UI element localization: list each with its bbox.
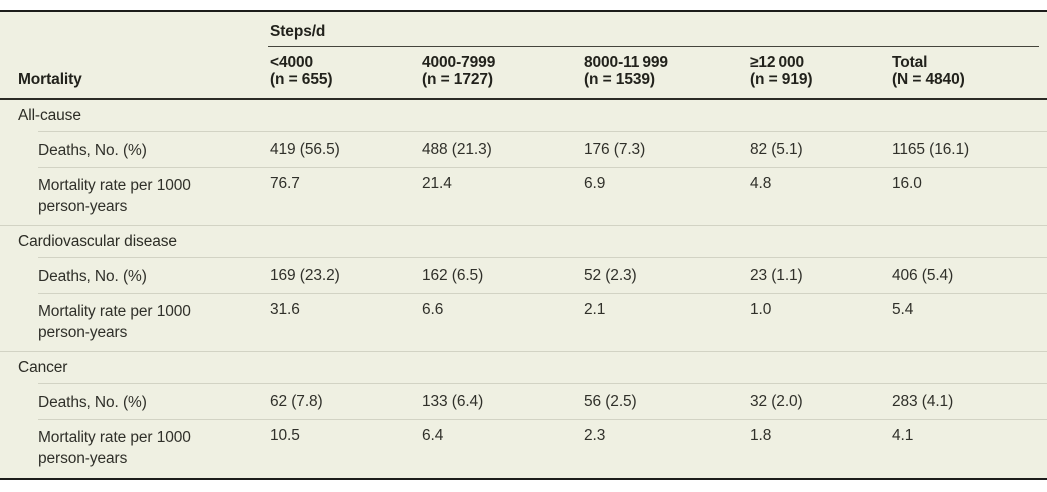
deaths-row: Deaths, No. (%) 62 (7.8) 133 (6.4) 56 (2.5)… bbox=[0, 384, 1047, 420]
value-cell: 1165 (16.1) bbox=[892, 141, 970, 158]
value-cell: 5.4 bbox=[892, 301, 914, 318]
column-header: 4000-7999 (n = 1727) bbox=[420, 54, 582, 88]
section-header-row: All-cause bbox=[0, 100, 1047, 132]
value-cell: 76.7 bbox=[270, 175, 300, 192]
row-label: Mortality rate per 1000 person-years bbox=[0, 294, 268, 343]
column-header-n: (n = 919) bbox=[750, 71, 813, 88]
value-cell: 82 (5.1) bbox=[750, 141, 803, 158]
value-cell: 62 (7.8) bbox=[270, 393, 323, 410]
value-cell: 2.3 bbox=[584, 427, 606, 444]
column-header: <4000 (n = 655) bbox=[268, 54, 420, 88]
value-cell: 4.1 bbox=[892, 427, 914, 444]
row-label: Deaths, No. (%) bbox=[0, 140, 268, 161]
value-cell: 406 (5.4) bbox=[892, 267, 954, 284]
table-header: Mortality Steps/d <4000 (n = 655) 4000-799… bbox=[0, 12, 1047, 100]
section-header-row: Cardiovascular disease bbox=[0, 226, 1047, 258]
value-cell: 56 (2.5) bbox=[584, 393, 637, 410]
column-header-n: (n = 1727) bbox=[422, 71, 493, 88]
value-cell: 31.6 bbox=[270, 301, 300, 318]
mortality-rate-row: Mortality rate per 1000 person-years 10.5… bbox=[0, 420, 1047, 478]
value-cell: 169 (23.2) bbox=[270, 267, 340, 284]
row-label-text: Deaths, No. (%) bbox=[38, 267, 147, 285]
value-cell: 6.9 bbox=[584, 175, 606, 192]
value-cell: 10.5 bbox=[270, 427, 300, 444]
column-header-n: (n = 655) bbox=[270, 71, 333, 88]
value-cell: 23 (1.1) bbox=[750, 267, 803, 284]
value-cell: 16.0 bbox=[892, 175, 922, 192]
value-cell: 32 (2.0) bbox=[750, 393, 803, 410]
row-label-text: Mortality rate per 1000 person-years bbox=[38, 303, 191, 341]
value-cell: 133 (6.4) bbox=[422, 393, 484, 410]
column-header-range: ≥12 000 bbox=[750, 54, 805, 71]
value-cell: 419 (56.5) bbox=[270, 141, 340, 158]
value-cell: 283 (4.1) bbox=[892, 393, 954, 410]
row-label-text: Deaths, No. (%) bbox=[38, 141, 147, 159]
value-cell: 488 (21.3) bbox=[422, 141, 492, 158]
deaths-row: Deaths, No. (%) 419 (56.5) 488 (21.3) 176 (… bbox=[0, 132, 1047, 168]
column-headers: <4000 (n = 655) 4000-7999 (n = 1727) 8000-11… bbox=[268, 47, 1039, 96]
row-label-text: Mortality rate per 1000 person-years bbox=[38, 429, 191, 467]
column-header: 8000-11 999 (n = 1539) bbox=[582, 54, 748, 88]
section-label: Cancer bbox=[18, 359, 68, 376]
deaths-row: Deaths, No. (%) 169 (23.2) 162 (6.5) 52 (2.… bbox=[0, 258, 1047, 294]
row-label: Mortality rate per 1000 person-years bbox=[0, 420, 268, 469]
section-label: Cardiovascular disease bbox=[18, 233, 177, 250]
value-cell: 6.6 bbox=[422, 301, 444, 318]
row-label-text: Deaths, No. (%) bbox=[38, 393, 147, 411]
column-header-range: Total bbox=[892, 54, 928, 71]
column-header-n: (n = 1539) bbox=[584, 71, 655, 88]
row-label: Deaths, No. (%) bbox=[0, 392, 268, 413]
row-label: Deaths, No. (%) bbox=[0, 266, 268, 287]
value-cell: 2.1 bbox=[584, 301, 606, 318]
value-cell: 52 (2.3) bbox=[584, 267, 637, 284]
table-body: All-cause Deaths, No. (%) 419 (56.5) 488 (2… bbox=[0, 100, 1047, 478]
mortality-table: Mortality Steps/d <4000 (n = 655) 4000-799… bbox=[0, 10, 1047, 480]
section-label: All-cause bbox=[18, 107, 81, 124]
section-header-row: Cancer bbox=[0, 352, 1047, 384]
row-label: Mortality rate per 1000 person-years bbox=[0, 168, 268, 217]
mortality-rate-row: Mortality rate per 1000 person-years 31.6… bbox=[0, 294, 1047, 352]
column-header-n: (N = 4840) bbox=[892, 71, 965, 88]
mortality-rate-row: Mortality rate per 1000 person-years 76.7… bbox=[0, 168, 1047, 226]
value-cell: 162 (6.5) bbox=[422, 267, 484, 284]
column-header-range: 8000-11 999 bbox=[584, 54, 668, 71]
row-label-text: Mortality rate per 1000 person-years bbox=[38, 177, 191, 215]
row-header-title: Mortality bbox=[18, 71, 82, 88]
column-header: ≥12 000 (n = 919) bbox=[748, 54, 890, 88]
value-cell: 1.8 bbox=[750, 427, 772, 444]
column-header-group: Steps/d <4000 (n = 655) 4000-7999 (n = 1727… bbox=[268, 12, 1039, 98]
value-cell: 4.8 bbox=[750, 175, 772, 192]
column-header: Total (N = 4840) bbox=[890, 54, 1039, 88]
column-header-range: 4000-7999 bbox=[422, 54, 496, 71]
value-cell: 21.4 bbox=[422, 175, 452, 192]
value-cell: 1.0 bbox=[750, 301, 772, 318]
steps-per-day-spanner: Steps/d bbox=[268, 12, 1039, 47]
value-cell: 6.4 bbox=[422, 427, 444, 444]
column-header-range: <4000 bbox=[270, 54, 314, 71]
value-cell: 176 (7.3) bbox=[584, 141, 646, 158]
